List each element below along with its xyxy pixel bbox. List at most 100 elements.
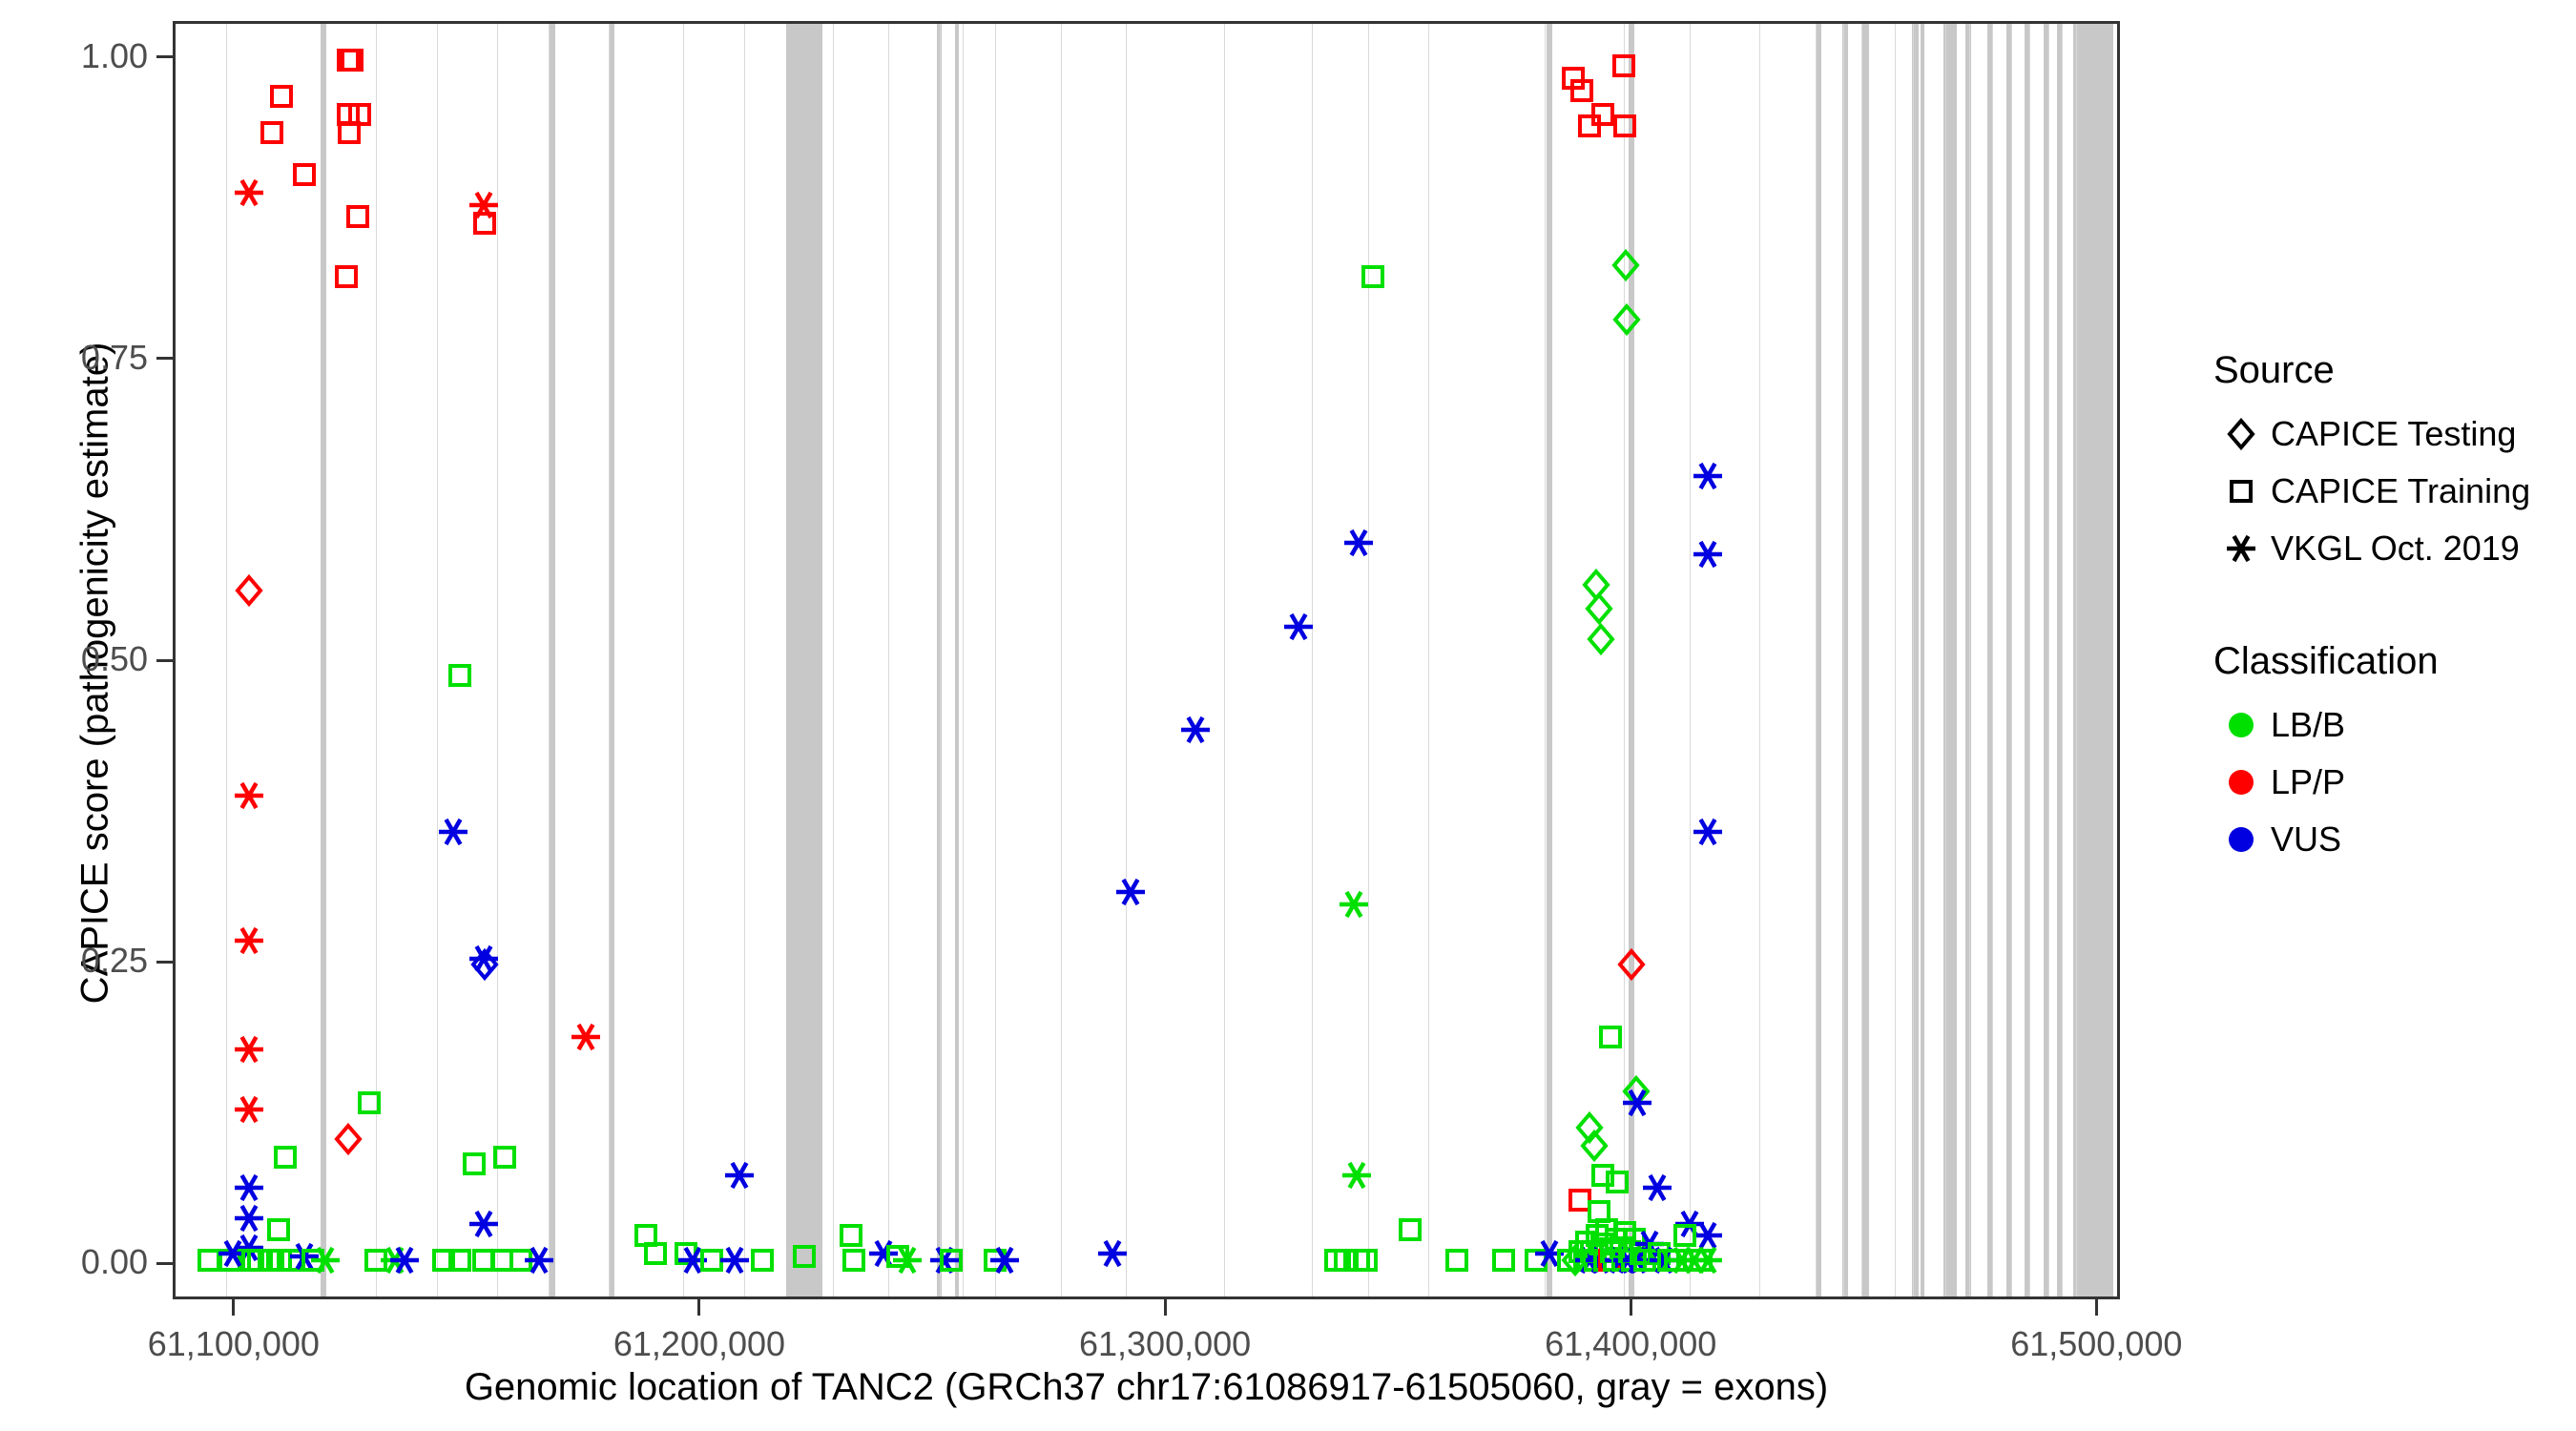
exon-band <box>1547 24 1553 1296</box>
legend-item-source-asterisk[interactable]: VKGL Oct. 2019 <box>2212 520 2555 577</box>
legend-title-classification: Classification <box>2213 640 2439 682</box>
data-point <box>1692 460 1724 492</box>
color-dot-icon <box>2212 811 2271 868</box>
data-point <box>1587 1159 1619 1192</box>
legend: Source CAPICE Testing CAPICE Training VKGL… <box>2212 349 2555 868</box>
legend-label: VUS <box>2271 819 2342 859</box>
data-point <box>1282 611 1315 643</box>
data-point <box>1587 98 1619 131</box>
legend-item-classification[interactable]: LB/B <box>2212 696 2555 754</box>
data-point <box>1441 1244 1473 1276</box>
data-point <box>1357 260 1389 293</box>
data-point <box>1610 248 1642 281</box>
legend-label: CAPICE Testing <box>2271 414 2517 453</box>
data-point <box>1692 1244 1724 1276</box>
data-point <box>1578 1129 1610 1162</box>
data-point <box>333 116 365 149</box>
data-point <box>1610 302 1643 336</box>
data-point <box>330 260 363 293</box>
y-tick-label: 0.75 <box>80 337 148 377</box>
data-point <box>891 1244 924 1276</box>
data-point <box>332 1123 364 1156</box>
data-point <box>746 1244 779 1276</box>
data-point <box>1350 1244 1382 1276</box>
y-tick-mark <box>156 357 173 361</box>
data-point <box>233 176 265 209</box>
legend-item-classification[interactable]: VUS <box>2212 811 2555 868</box>
exon-band <box>2043 24 2048 1296</box>
legend-label: LB/B <box>2271 705 2346 744</box>
exon-band <box>1815 24 1822 1296</box>
data-point <box>269 1141 301 1173</box>
gridline-vertical <box>609 24 611 1296</box>
x-tick-mark <box>1629 1299 1632 1316</box>
gridline-vertical <box>1060 24 1062 1296</box>
data-point <box>1692 538 1724 570</box>
data-point <box>467 1208 500 1240</box>
legend-label: CAPICE Training <box>2271 471 2531 510</box>
data-point <box>233 1202 265 1234</box>
legend-item-classification[interactable]: LP/P <box>2212 754 2555 811</box>
x-tick-label: 61,100,000 <box>147 1324 320 1363</box>
gridline-vertical <box>1913 24 1915 1296</box>
x-axis-title: Genomic location of TANC2 (GRCh37 chr17:… <box>464 1366 1829 1408</box>
data-point <box>1621 1087 1653 1119</box>
data-point <box>1338 888 1370 921</box>
x-tick-label: 61,300,000 <box>1078 1324 1252 1363</box>
gridline-vertical <box>1223 24 1225 1296</box>
gridline-vertical <box>1126 24 1128 1296</box>
exon-band <box>2073 24 2113 1296</box>
data-point <box>1564 1184 1596 1216</box>
data-point <box>988 1244 1021 1276</box>
data-point <box>788 1240 821 1273</box>
gridline-vertical <box>1894 24 1896 1296</box>
exon-band <box>954 24 960 1296</box>
data-point <box>1601 1166 1633 1198</box>
gridline-vertical <box>1992 24 1994 1296</box>
data-point <box>444 1244 476 1276</box>
gridline-vertical <box>743 24 745 1296</box>
data-point <box>468 947 501 982</box>
data-point <box>1641 1172 1673 1204</box>
data-point <box>1692 816 1724 848</box>
gridline-vertical <box>2029 24 2031 1296</box>
asterisk-icon <box>2212 520 2271 577</box>
data-point <box>256 116 288 149</box>
data-point <box>336 44 368 76</box>
data-point <box>233 1033 265 1066</box>
y-tick-label: 0.00 <box>80 1242 148 1282</box>
data-point <box>253 1244 285 1276</box>
exon-band <box>320 24 327 1296</box>
gridline-vertical <box>2047 24 2049 1296</box>
exon-band <box>2005 24 2012 1296</box>
y-tick-mark <box>156 960 173 964</box>
data-point <box>458 1148 490 1180</box>
exon-band <box>1861 24 1869 1296</box>
legend-item-source-diamond[interactable]: CAPICE Testing <box>2212 405 2555 463</box>
exon-band <box>548 24 556 1296</box>
gridline-vertical <box>939 24 941 1296</box>
gridline-vertical <box>1815 24 1817 1296</box>
x-tick-label: 61,500,000 <box>2010 1324 2183 1363</box>
data-point <box>437 816 469 848</box>
exon-band <box>1628 24 1634 1296</box>
exon-band <box>937 24 943 1296</box>
data-point <box>1585 622 1617 655</box>
data-point <box>353 1087 385 1119</box>
data-point <box>935 1244 967 1276</box>
gridline-vertical <box>436 24 438 1296</box>
data-point <box>1615 947 1648 982</box>
data-point <box>1594 1021 1627 1053</box>
data-point <box>1573 110 1606 142</box>
x-tick-label: 61,400,000 <box>1545 1324 1717 1363</box>
data-point <box>1096 1237 1129 1270</box>
color-dot-icon <box>2212 754 2271 811</box>
legend-title-source: Source <box>2213 349 2335 391</box>
data-point <box>1573 1110 1606 1144</box>
data-point <box>570 1021 602 1053</box>
exon-band <box>2057 24 2064 1296</box>
x-tick-mark <box>1163 1299 1167 1316</box>
legend-item-source-square[interactable]: CAPICE Training <box>2212 463 2555 520</box>
exon-band <box>609 24 615 1296</box>
y-tick-label: 1.00 <box>80 35 148 75</box>
